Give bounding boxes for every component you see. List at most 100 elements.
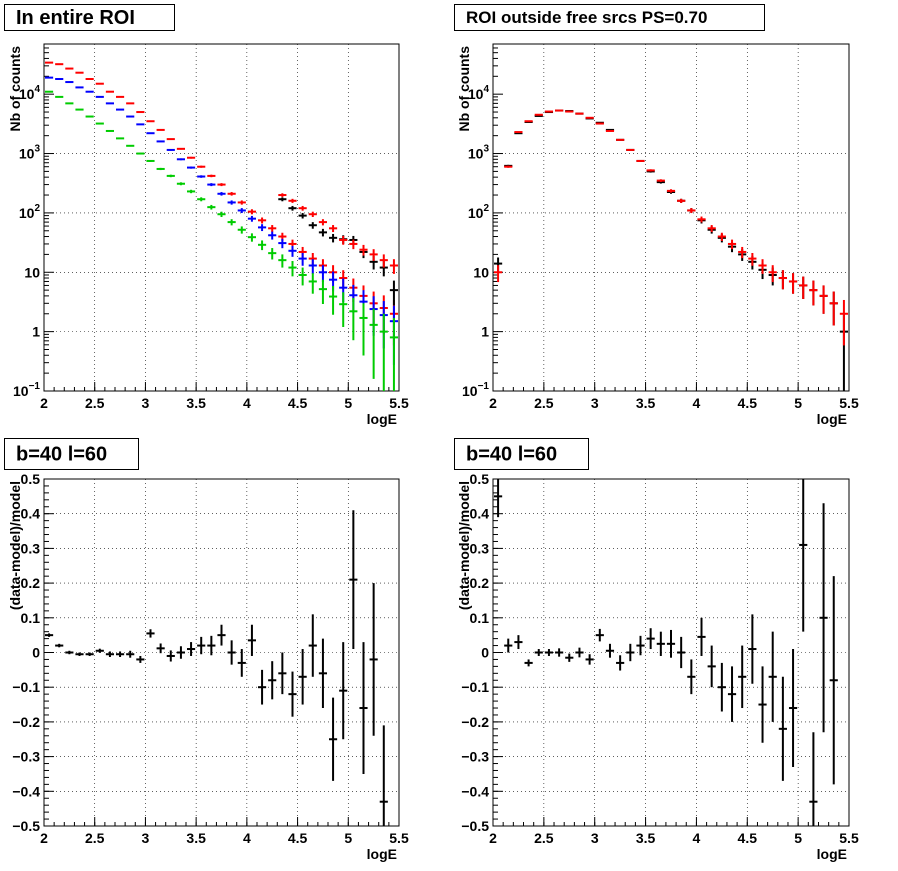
y-tick-label: 103	[468, 144, 490, 162]
data-point	[187, 156, 196, 159]
x-tick-label: 5.5	[389, 830, 409, 846]
y-tick-base: 10	[13, 383, 29, 399]
data-point	[136, 655, 145, 663]
data-point	[504, 638, 513, 653]
plot-frame	[43, 478, 400, 827]
data-point	[524, 120, 533, 123]
data-point	[156, 140, 165, 143]
x-tick-label: 5.5	[389, 395, 409, 411]
data-point	[146, 159, 155, 162]
data-point	[666, 629, 676, 658]
data-point	[494, 479, 503, 518]
y-tick-base: −0.4	[461, 783, 489, 799]
data-point	[819, 503, 828, 733]
chart-title: In entire ROI	[16, 7, 135, 29]
series-0	[45, 510, 388, 826]
data-point	[207, 183, 216, 187]
data-point	[555, 109, 564, 112]
y-tick-label: −0.4	[12, 783, 40, 799]
data-point	[329, 285, 338, 315]
data-point	[55, 643, 64, 648]
y-tick-base: 0.5	[470, 471, 490, 487]
y-tick-base: 10	[19, 86, 35, 102]
data-point	[544, 649, 554, 656]
data-point	[707, 225, 716, 233]
y-tick-label: −0.2	[12, 714, 40, 730]
y-tick-label: −0.1	[461, 679, 489, 695]
data-point	[778, 270, 787, 290]
plot-frame	[43, 43, 400, 392]
data-point	[494, 265, 503, 283]
x-tick-label: 4	[243, 395, 251, 411]
y-tick-label: 0.5	[470, 471, 490, 487]
data-point	[524, 659, 533, 667]
series-2	[45, 90, 398, 391]
data-point	[585, 116, 594, 119]
data-point	[105, 651, 114, 658]
data-point	[544, 110, 554, 113]
data-point	[217, 624, 226, 646]
data-point	[298, 252, 307, 266]
data-point	[105, 102, 114, 105]
chart-title: b=40 l=60	[466, 444, 557, 466]
x-tick-label: 4	[693, 395, 701, 411]
data-point	[389, 280, 398, 306]
data-point	[237, 208, 246, 214]
data-point	[677, 198, 686, 203]
data-point	[819, 285, 828, 314]
chart-title-box	[454, 438, 589, 470]
series-0	[45, 61, 398, 346]
data-point	[116, 651, 125, 658]
y-tick-label: 104	[468, 84, 490, 102]
data-point	[217, 211, 226, 218]
data-point	[339, 292, 348, 327]
data-point	[758, 259, 767, 274]
x-tick-label: 2	[40, 395, 48, 411]
y-tick-base: 0	[32, 645, 40, 661]
y-tick-base: 0.3	[21, 540, 41, 556]
data-point	[136, 111, 145, 114]
data-point	[278, 254, 287, 268]
data-point	[359, 642, 368, 774]
y-tick-label: 0.4	[21, 506, 41, 522]
x-axis-label: logE	[367, 411, 397, 427]
data-point	[575, 647, 584, 658]
data-point	[636, 635, 645, 656]
data-point	[717, 232, 726, 241]
data-point	[656, 179, 665, 183]
data-point	[809, 732, 818, 826]
data-point	[349, 298, 358, 341]
x-axis-label: logE	[817, 846, 847, 862]
x-tick-label: 2.5	[534, 395, 554, 411]
data-point	[666, 189, 676, 193]
x-tick-label: 5.5	[839, 830, 859, 846]
y-axis-label: (data-model)/model	[7, 481, 23, 610]
y-tick-base: 1	[481, 324, 489, 340]
data-point	[514, 635, 523, 650]
y-tick-base: 10	[468, 86, 484, 102]
y-tick-base: −0.2	[12, 714, 40, 730]
y-tick-base: 1	[32, 324, 40, 340]
x-tick-label: 4	[243, 830, 251, 846]
data-point	[748, 614, 757, 684]
y-tick-label: 102	[468, 203, 490, 221]
data-point	[95, 122, 104, 125]
data-point	[278, 238, 287, 249]
data-point	[116, 137, 125, 140]
data-point	[349, 239, 358, 250]
y-tick-base: 0.5	[21, 471, 41, 487]
y-tick-base: 0.1	[21, 610, 41, 626]
data-point	[646, 169, 655, 172]
data-point	[534, 113, 543, 116]
x-tick-label: 3.5	[636, 830, 656, 846]
data-point	[768, 265, 777, 283]
y-tick-label: 10−1	[13, 381, 40, 399]
y-tick-exponent: −1	[478, 381, 490, 392]
y-tick-label: 10−1	[462, 381, 489, 399]
data-point	[187, 166, 196, 169]
data-point	[555, 648, 564, 657]
data-point	[308, 614, 317, 677]
data-point	[677, 636, 686, 669]
data-point	[278, 197, 287, 202]
